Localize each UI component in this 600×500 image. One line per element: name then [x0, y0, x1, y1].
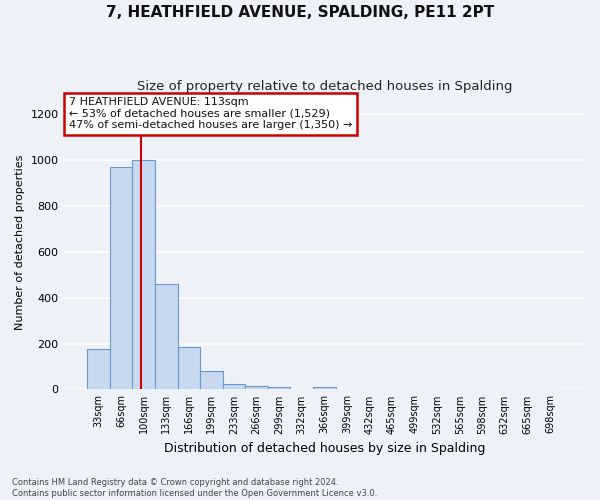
Text: 7, HEATHFIELD AVENUE, SPALDING, PE11 2PT: 7, HEATHFIELD AVENUE, SPALDING, PE11 2PT — [106, 5, 494, 20]
Bar — [313, 387, 335, 390]
Title: Size of property relative to detached houses in Spalding: Size of property relative to detached ho… — [137, 80, 512, 93]
Bar — [223, 384, 245, 390]
Text: 7 HEATHFIELD AVENUE: 113sqm
← 53% of detached houses are smaller (1,529)
47% of : 7 HEATHFIELD AVENUE: 113sqm ← 53% of det… — [69, 97, 352, 130]
Bar — [245, 386, 268, 390]
Text: Contains HM Land Registry data © Crown copyright and database right 2024.
Contai: Contains HM Land Registry data © Crown c… — [12, 478, 377, 498]
Bar — [178, 347, 200, 390]
Bar — [87, 350, 110, 390]
Bar — [133, 160, 155, 390]
Bar — [268, 387, 290, 390]
Bar — [155, 284, 178, 390]
Bar — [200, 371, 223, 390]
X-axis label: Distribution of detached houses by size in Spalding: Distribution of detached houses by size … — [164, 442, 485, 455]
Y-axis label: Number of detached properties: Number of detached properties — [15, 155, 25, 330]
Bar — [110, 166, 133, 390]
